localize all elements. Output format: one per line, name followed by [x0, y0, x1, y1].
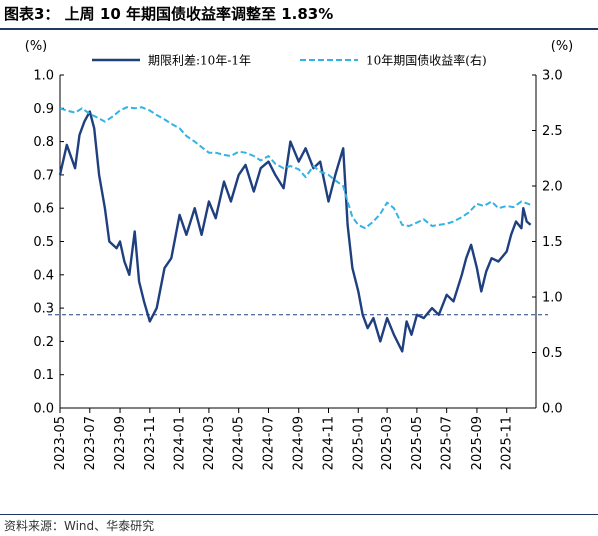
x-tick-label: 2023-11 — [143, 416, 158, 470]
legend: 期限利差:10年-1年 10年期国债收益率(右) — [92, 53, 487, 68]
left-tick-label: 0.2 — [33, 335, 54, 350]
chart-area: (%) (%) 0.0 0.1 0.2 0.3 0.4 0.5 0.6 0.7 0.8 0.9 1.0 0… — [25, 39, 574, 470]
term-spread-line — [58, 110, 532, 353]
right-tick-label: 0.0 — [542, 402, 563, 417]
right-tick-label: 1.5 — [542, 235, 563, 250]
chart-title: 图表3： 上周 10 年期国债收益率调整至 1.83% — [4, 5, 334, 23]
x-tick-label: 2024-09 — [292, 416, 307, 470]
right-tick-label: 1.0 — [542, 291, 563, 306]
footer-rule — [0, 514, 598, 515]
x-tick-label: 2023-05 — [53, 416, 68, 470]
x-tick-label: 2024-01 — [173, 416, 188, 470]
right-tick-label: 0.5 — [542, 346, 563, 361]
left-axis-unit: (%) — [25, 39, 48, 54]
left-tick-label: 0.7 — [33, 168, 54, 183]
x-tick-label: 2025-11 — [500, 416, 515, 470]
left-tick-label: 0.5 — [33, 235, 54, 250]
right-tick-label: 2.5 — [542, 124, 563, 139]
left-tick-label: 0.1 — [33, 368, 54, 383]
right-tick-label: 3.0 — [542, 69, 563, 84]
x-tick-label: 2024-07 — [261, 416, 276, 470]
left-tick-label: 0.0 — [33, 402, 54, 417]
left-tick-label: 0.6 — [33, 202, 54, 217]
left-tick-label: 0.4 — [33, 268, 54, 283]
legend-label: 期限利差:10年-1年 — [148, 54, 251, 68]
title-rule — [0, 28, 598, 30]
x-tick-label: 2025-09 — [470, 416, 485, 470]
source-note: 资料来源：Wind、华泰研究 — [4, 519, 155, 533]
yield-10y-line — [59, 106, 532, 230]
right-tick-label: 2.0 — [542, 180, 563, 195]
x-tick-label: 2024-05 — [232, 416, 247, 470]
legend-label: 10年期国债收益率(右) — [366, 53, 487, 68]
x-tick-label: 2025-07 — [440, 416, 455, 470]
left-tick-label: 0.8 — [33, 135, 54, 150]
left-tick-label: 1.0 — [33, 69, 54, 84]
x-tick-label: 2025-05 — [410, 416, 425, 470]
left-tick-label: 0.9 — [33, 102, 54, 117]
x-tick-label: 2023-07 — [83, 416, 98, 470]
x-tick-label: 2025-01 — [351, 416, 366, 470]
x-tick-label: 2024-11 — [322, 416, 337, 470]
right-axis-unit: (%) — [551, 39, 574, 54]
left-tick-label: 0.3 — [33, 302, 54, 317]
axes-layer: (%) (%) 0.0 0.1 0.2 0.3 0.4 0.5 0.6 0.7 0.8 0.9 1.0 0… — [25, 39, 574, 470]
x-tick-label: 2025-03 — [380, 416, 395, 470]
x-tick-label: 2023-09 — [113, 416, 128, 470]
x-tick-label: 2024-03 — [202, 416, 217, 470]
series-layer — [58, 106, 532, 353]
